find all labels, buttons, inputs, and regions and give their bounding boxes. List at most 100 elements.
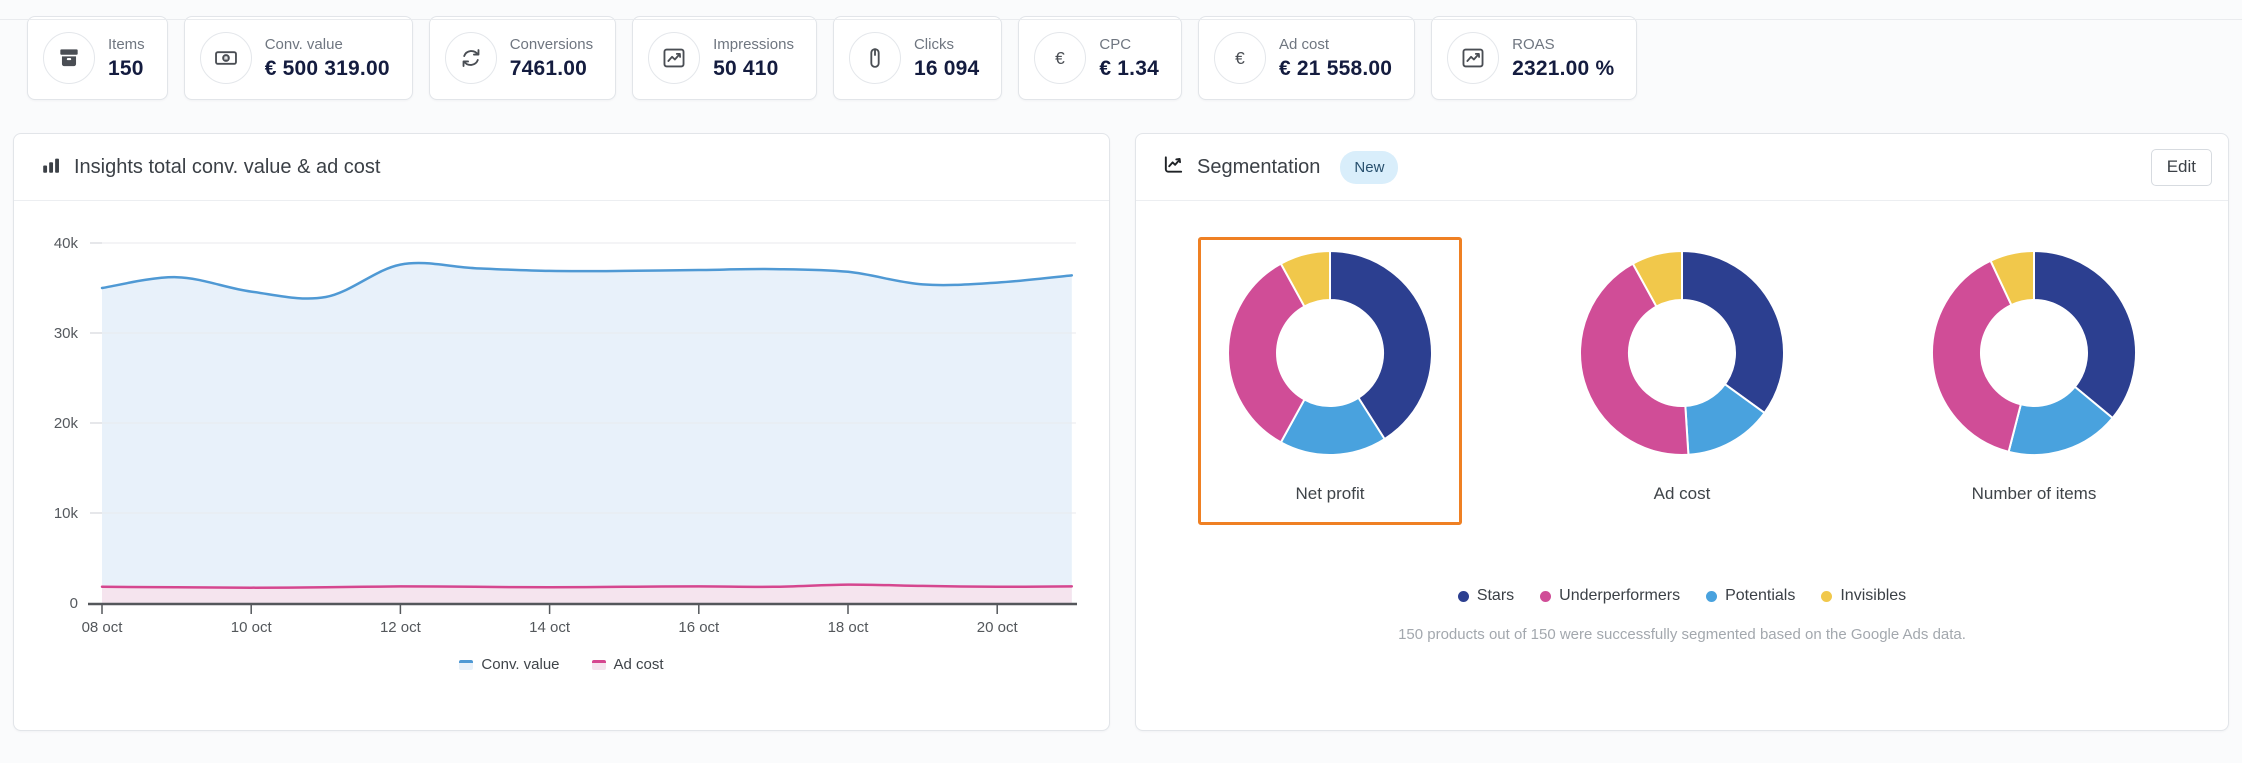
donut-label: Ad cost (1653, 484, 1711, 503)
kpi-value: € 500 319.00 (264, 56, 390, 80)
donut-chart-net-profit (1227, 250, 1433, 456)
y-tick-label: 20k (54, 415, 79, 432)
x-tick-label: 18 oct (828, 619, 870, 636)
edit-button[interactable]: Edit (2150, 148, 2212, 186)
kpi-card-cpc: € CPC € 1.34 (1018, 16, 1182, 100)
kpi-text: Items 150 (108, 36, 145, 81)
donut-chart-ad-cost (1579, 250, 1785, 456)
segmentation-title: Segmentation (1197, 155, 1321, 178)
kpi-label: Clicks (913, 35, 954, 53)
donut-segment-stars (1329, 250, 1433, 441)
segmentation-legend-item-potentials: Potentials (1706, 587, 1795, 605)
legend-dot (1821, 590, 1833, 602)
new-badge: New (1340, 150, 1399, 184)
euro-icon: € (1034, 32, 1087, 84)
kpi-text: Impressions 50 410 (713, 36, 794, 81)
x-tick-label: 14 oct (529, 619, 571, 636)
kpi-label: Items (108, 35, 145, 53)
top-divider (0, 19, 2242, 20)
kpi-value: 16 094 (913, 56, 980, 80)
kpi-value: € 21 558.00 (1278, 56, 1393, 80)
line-chart-icon (1162, 153, 1185, 181)
kpi-label: Impressions (713, 35, 794, 53)
donut-segment-invisibles (1631, 250, 1683, 308)
svg-text:0: 0 (224, 56, 228, 62)
legend-swatch (459, 659, 474, 670)
y-tick-label: 30k (54, 325, 79, 342)
line-conv-value (100, 261, 1074, 300)
area-fill-conv-value (102, 262, 1072, 603)
kpi-text: Conv. value € 500 319.00 (265, 36, 390, 81)
donut-segment-invisibles (1279, 250, 1331, 308)
insights-chart-legend: Conv. value Ad cost (14, 656, 1109, 673)
segmentation-legend-item-underperformers: Underperformers (1540, 587, 1680, 605)
insights-panel: Insights total conv. value & ad cost 0 10… (13, 133, 1110, 731)
legend-label: Underperformers (1559, 587, 1681, 604)
svg-text:€: € (1235, 48, 1245, 68)
insights-panel-header: Insights total conv. value & ad cost (14, 134, 1109, 201)
kpi-text: Ad cost € 21 558.00 (1279, 36, 1392, 81)
panels-row: Insights total conv. value & ad cost 0 10… (13, 133, 2230, 731)
kpi-text: ROAS 2321.00 % (1512, 36, 1614, 81)
donut-item-number-of-items[interactable]: Number of items (1902, 237, 2166, 525)
donut-chart-number-of-items (1931, 250, 2137, 456)
donut-label: Net profit (1295, 484, 1365, 503)
x-tick-label: 20 oct (977, 619, 1019, 636)
kpi-label: Conv. value (264, 35, 343, 53)
area-fill-ad-cost (102, 584, 1072, 603)
kpi-value: 50 410 (713, 56, 779, 80)
legend-label: Potentials (1725, 587, 1796, 604)
chart-up-icon (1447, 32, 1500, 84)
donut-segment-underperformers (1579, 262, 1690, 456)
x-tick-label: 16 oct (678, 619, 720, 636)
legend-label: Stars (1476, 587, 1515, 604)
kpi-card-roas: ROAS 2321.00 % (1431, 16, 1638, 100)
kpi-card-ad-cost: € Ad cost € 21 558.00 (1197, 16, 1416, 100)
kpi-text: Conversions 7461.00 (510, 36, 593, 81)
kpi-label: CPC (1099, 35, 1132, 53)
donut-segment-stars (1681, 250, 1785, 414)
insights-chart-svg: 0 10k 20k 30k 40k 08 oct 10 oct 12 oct 14 oct 16 … (54, 235, 1077, 636)
kpi-value: 2321.00 % (1512, 56, 1615, 80)
chart-up-icon (648, 32, 701, 84)
segmentation-legend: Stars Underperformers Potentials Invisibles (1136, 587, 2228, 605)
euro-icon: € (1213, 32, 1266, 84)
legend-label: Conv. value (481, 656, 560, 673)
legend-item-conv-value[interactable]: Conv. value (459, 656, 560, 673)
kpi-card-impressions: Impressions 50 410 (632, 16, 817, 100)
x-tick-label: 10 oct (231, 619, 273, 636)
kpi-label: ROAS (1512, 35, 1555, 53)
x-tick-label: 12 oct (380, 619, 422, 636)
kpi-card-clicks: Clicks 16 094 (832, 16, 1003, 100)
segmentation-legend-item-stars: Stars (1457, 587, 1515, 605)
y-tick-label: 0 (70, 595, 78, 612)
legend-dot (1540, 590, 1552, 602)
insights-title: Insights total conv. value & ad cost (74, 155, 381, 178)
donut-item-net-profit[interactable]: Net profit (1198, 237, 1462, 525)
kpi-label: Conversions (509, 35, 594, 53)
kpi-value: € 1.34 (1099, 56, 1159, 80)
insights-line-chart: 0 10k 20k 30k 40k 08 oct 10 oct 12 oct 14 oct 16 … (14, 201, 1109, 654)
segmentation-legend-item-invisibles: Invisibles (1821, 587, 1906, 605)
sync-icon (444, 32, 497, 84)
y-tick-label: 10k (54, 505, 79, 522)
segmentation-panel: Segmentation New Edit Net profit Ad cost N… (1135, 133, 2229, 731)
kpi-card-items: Items 150 (27, 16, 168, 100)
kpi-text: Clicks 16 094 (914, 36, 979, 81)
legend-label: Invisibles (1840, 587, 1907, 604)
donut-label: Number of items (1971, 484, 2097, 503)
legend-dot (1706, 590, 1718, 602)
kpi-label: Ad cost (1278, 35, 1330, 53)
segmentation-footnote: 150 products out of 150 were successfull… (1398, 626, 1966, 643)
line-ad-cost (100, 583, 1074, 589)
donut-item-ad-cost[interactable]: Ad cost (1550, 237, 1814, 525)
donut-row: Net profit Ad cost Number of items (1136, 237, 2228, 525)
legend-dot (1457, 590, 1469, 602)
kpi-card-conv-value: 0 Conv. value € 500 319.00 (183, 16, 413, 100)
banknote-icon: 0 (199, 32, 252, 84)
kpi-text: CPC € 1.34 (1099, 36, 1159, 81)
legend-swatch (591, 659, 606, 670)
segmentation-panel-header: Segmentation New Edit (1136, 134, 2228, 201)
donut-segment-underperformers (1227, 262, 1306, 444)
legend-item-ad-cost[interactable]: Ad cost (591, 656, 664, 673)
